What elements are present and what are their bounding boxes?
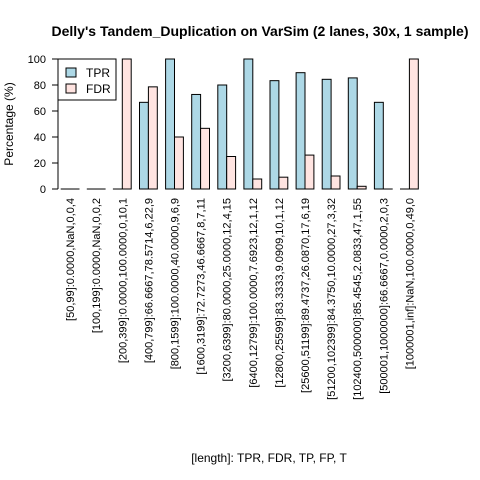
bar-fdr [278, 176, 289, 190]
bar-tpr [269, 80, 280, 190]
bar-fdr [252, 178, 263, 190]
bar-tpr [373, 101, 384, 190]
x-tick-labels: [50,99]:0.0000,NaN,0,0,4 [100,199]:0.0000… [65, 198, 416, 400]
bar-tpr [191, 93, 202, 190]
y-axis-label: Percentage (%) [2, 82, 16, 165]
bar-fdr [147, 86, 158, 190]
bar-fdr [304, 154, 315, 190]
bar-tpr [217, 84, 228, 190]
y-tick-label: 40 [34, 132, 46, 144]
y-tick-label: 100 [28, 54, 46, 66]
legend-swatch-tpr [65, 67, 77, 78]
legend-swatch-fdr [65, 83, 77, 94]
legend: TPR FDR [57, 58, 117, 101]
bar-tpr [295, 72, 306, 190]
x-tick-label: [3200,6399]:80.0000,25.0000,12,4,15 [222, 198, 234, 382]
bar-fdr [200, 127, 211, 190]
y-tick-label: 20 [34, 158, 46, 170]
legend-label-tpr: TPR [86, 66, 110, 80]
y-tick-label: 80 [34, 80, 46, 92]
bar-fdr [226, 156, 237, 190]
bar-tpr [347, 77, 358, 190]
x-tick-label: [50,99]:0.0000,NaN,0,0,4 [65, 198, 77, 321]
x-tick-label: [800,1599]:100.0000,40.0000,9,6,9 [170, 198, 182, 369]
x-tick-label: [6400,12799]:100.0000,7.6923,12,1,12 [248, 198, 260, 388]
y-tick-label: 60 [34, 106, 46, 118]
bar-fdr [121, 58, 132, 190]
y-tick-label: 0 [40, 184, 46, 196]
bar-tpr [321, 78, 332, 190]
bar-fdr [356, 185, 367, 190]
x-tick-label: [500001,1000000]:66.6667,0.0000,2,0,3 [378, 198, 390, 394]
bar-fdr [174, 136, 184, 190]
bar-tpr [243, 58, 254, 190]
x-tick-label: [400,799]:66.6667,78.5714,6,22,9 [143, 198, 155, 363]
x-tick-label: [102400,500000]:85.4545,2.0833,47,1,55 [352, 198, 364, 400]
x-tick-label: [1000001,inf]:NaN,100.0000,0,49,0 [404, 198, 416, 369]
x-tick-label: [200,399]:0.0000,100.0000,0,10,1 [117, 198, 129, 363]
chart-title: Delly's Tandem_Duplication on VarSim (2 … [52, 23, 469, 39]
bar-tpr [165, 58, 176, 190]
bar-fdr [408, 58, 419, 190]
x-tick-label: [51200,102399]:84.3750,10.0000,27,3,32 [326, 198, 338, 400]
x-axis-label: [length]: TPR, FDR, TP, FP, T [191, 451, 347, 465]
x-tick-label: [25600,51199]:89.4737,26.0870,17,6,19 [300, 198, 312, 393]
x-tick-label: [12800,25599]:83.3333,9.0909,10,1,12 [274, 198, 286, 388]
y-axis: 0 20 40 60 80 100 [28, 54, 59, 196]
x-tick-label: [100,199]:0.0000,NaN,0,0,2 [91, 198, 103, 333]
bars-group [60, 58, 419, 190]
bar-fdr [330, 175, 341, 190]
x-tick-label: [1600,3199]:72.7273,46.6667,8,7,11 [196, 198, 208, 375]
bar-tpr [139, 101, 149, 190]
legend-label-fdr: FDR [86, 82, 111, 96]
